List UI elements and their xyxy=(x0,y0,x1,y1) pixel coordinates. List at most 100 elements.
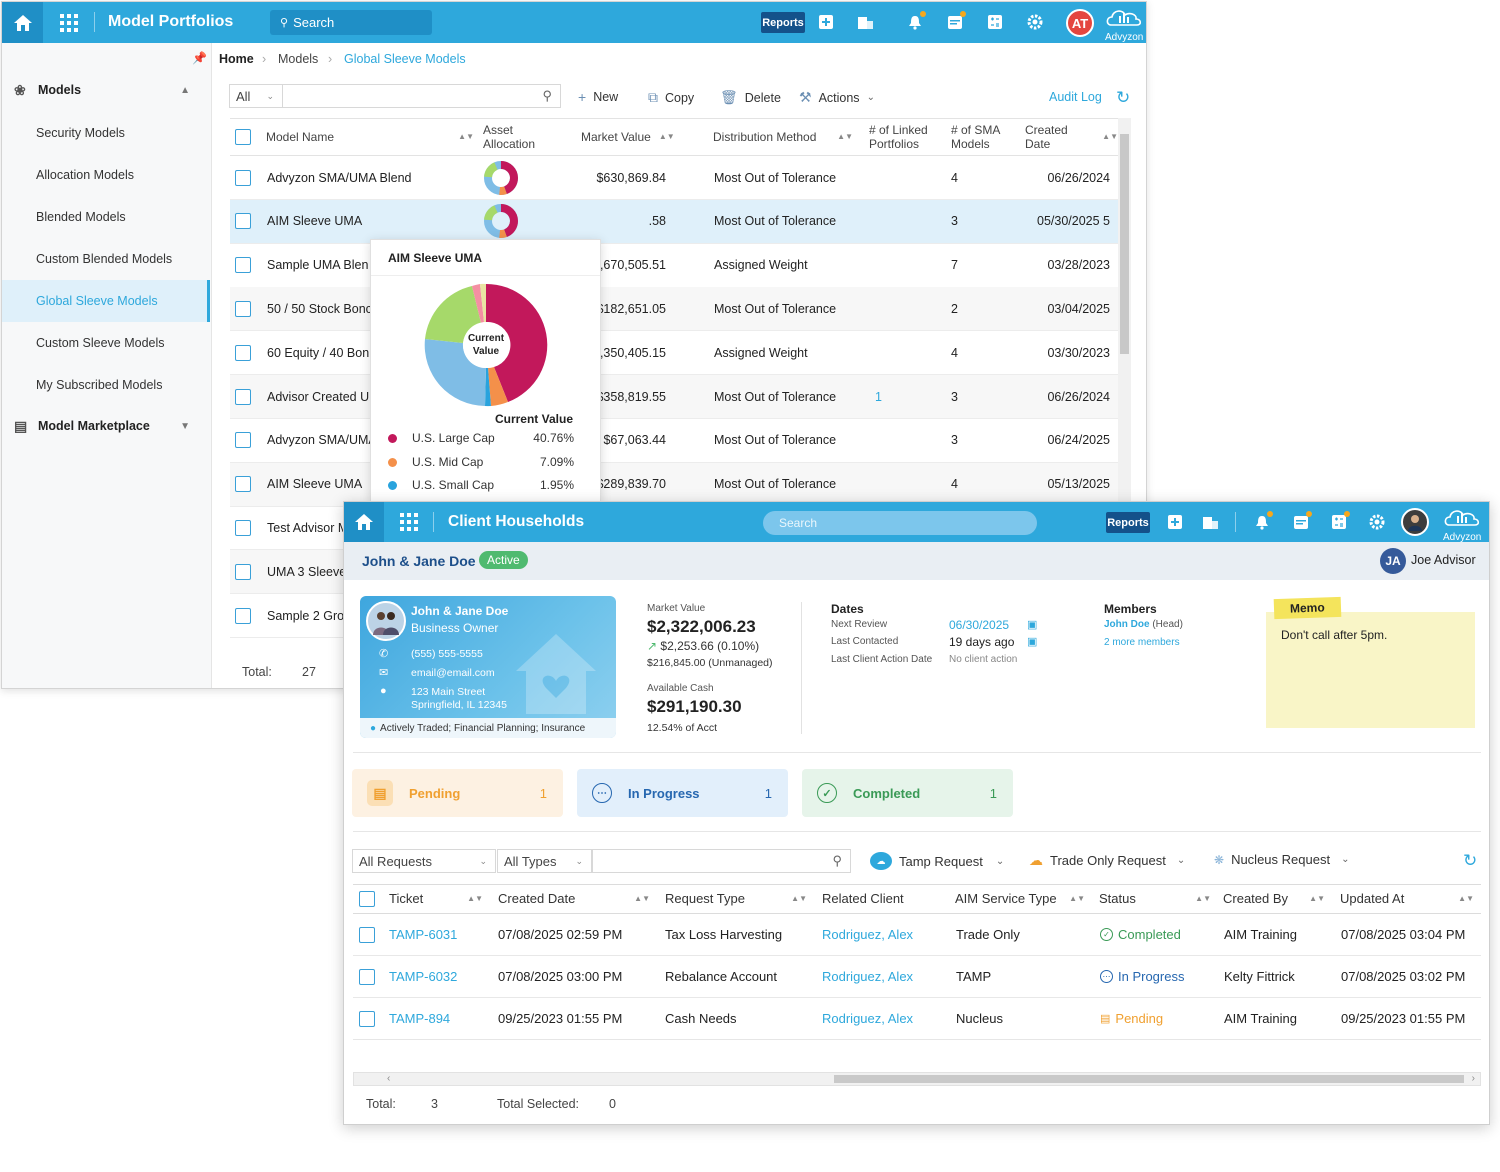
sidebar-item-allocation-models[interactable]: Allocation Models xyxy=(36,168,134,182)
table-row[interactable]: 60 Equity / 40 Bon 3,350,405.15 Assigned W… xyxy=(230,331,1118,376)
table-row[interactable]: AIM Sleeve UMA $289,839.70 Most Out of Tol… xyxy=(230,462,1118,507)
sidebar-item-global-sleeve-models[interactable]: Global Sleeve Models xyxy=(2,280,210,322)
next-review-value[interactable]: 06/30/2025 xyxy=(949,618,1010,632)
sidebar-item-custom-sleeve-models[interactable]: Custom Sleeve Models xyxy=(36,336,165,350)
bell-icon[interactable] xyxy=(906,11,926,31)
row-checkbox[interactable] xyxy=(235,388,251,405)
table-row[interactable]: Sample UMA Blen ,670,505.51 Assigned Weigh… xyxy=(230,244,1118,288)
model-name[interactable]: UMA 3 Sleeve xyxy=(267,564,347,579)
sidebar-item-security-models[interactable]: Security Models xyxy=(36,126,125,140)
refresh-icon[interactable]: ↻ xyxy=(1116,88,1131,107)
model-name[interactable]: AIM Sleeve UMA xyxy=(267,214,363,229)
ticket-link[interactable]: TAMP-894 xyxy=(389,1011,451,1026)
user-avatar[interactable]: AT xyxy=(1066,9,1094,37)
model-search-input[interactable]: ⚲ xyxy=(283,84,561,108)
col-distribution-method[interactable]: Distribution Method ▲▼ xyxy=(713,119,853,155)
contact-icon[interactable]: ▣ xyxy=(1027,636,1038,648)
row-checkbox[interactable] xyxy=(235,607,251,624)
add-icon[interactable] xyxy=(817,13,835,31)
col-created-date[interactable]: Created Date ▲▼ xyxy=(498,885,650,913)
select-all-checkbox[interactable] xyxy=(359,891,375,907)
all-types-dropdown[interactable]: All Types ⌄ xyxy=(497,849,592,873)
model-name[interactable]: Sample 2 Grov xyxy=(267,608,351,623)
row-checkbox[interactable] xyxy=(359,1010,375,1027)
sidebar-marketplace-header[interactable]: ▤ Model Marketplace ▼ xyxy=(2,411,210,441)
col-model-name[interactable]: Model Name ▲▼ xyxy=(266,119,474,155)
related-client-link[interactable]: Rodriguez, Alex xyxy=(822,927,914,942)
more-members-link[interactable]: 2 more members xyxy=(1104,637,1180,648)
home-button[interactable] xyxy=(2,2,43,43)
search-input[interactable]: Search xyxy=(763,511,1037,535)
status-card-completed[interactable]: ✓ Completed 1 xyxy=(802,769,1013,817)
row-checkbox[interactable] xyxy=(235,344,251,361)
allocation-mini-donut[interactable] xyxy=(483,200,519,243)
model-name[interactable]: AIM Sleeve UMA xyxy=(267,477,363,492)
row-checkbox[interactable] xyxy=(235,300,251,317)
search-input[interactable]: ⚲ Search xyxy=(270,10,432,35)
select-all-checkbox[interactable] xyxy=(235,129,251,145)
table-row[interactable]: TAMP-6031 07/08/2025 02:59 PM Tax Loss Har… xyxy=(353,914,1481,956)
table-row[interactable]: TAMP-6032 07/08/2025 03:00 PM Rebalance Ac… xyxy=(353,956,1481,998)
pin-icon[interactable]: 📌 xyxy=(192,51,207,65)
ticket-link[interactable]: TAMP-6032 xyxy=(389,969,458,984)
calendar-add-icon[interactable]: ▣ xyxy=(1027,619,1038,631)
sidebar-item-blended-models[interactable]: Blended Models xyxy=(36,210,126,224)
row-checkbox[interactable] xyxy=(235,432,251,449)
model-name[interactable]: Sample UMA Blen xyxy=(267,258,369,273)
col-created-date[interactable]: Created Date ▲▼ xyxy=(1025,119,1118,155)
related-client-link[interactable]: Rodriguez, Alex xyxy=(822,969,914,984)
card-phone[interactable]: (555) 555-5555 xyxy=(411,648,483,660)
actions-button[interactable]: ⚒ Actions ⌄ xyxy=(799,89,875,106)
table-row[interactable]: Advyzon SMA/UMA $67,063.44 Most Out of Tol… xyxy=(230,419,1118,463)
ticket-link[interactable]: TAMP-6031 xyxy=(389,927,458,942)
row-checkbox[interactable] xyxy=(235,563,251,580)
trade-only-request-button[interactable]: ☁ Trade Only Request ⌄ xyxy=(1029,852,1185,869)
status-card-in-progress[interactable]: ⋯ In Progress 1 xyxy=(577,769,788,817)
breadcrumb-home[interactable]: Home xyxy=(219,52,254,66)
row-checkbox[interactable] xyxy=(359,968,375,985)
member-head-name[interactable]: John Doe xyxy=(1104,619,1150,630)
building-icon[interactable] xyxy=(1201,513,1219,531)
scrollbar-thumb[interactable] xyxy=(834,1075,1464,1083)
allocation-mini-donut[interactable] xyxy=(483,156,519,199)
building-icon[interactable] xyxy=(856,13,874,31)
refresh-icon[interactable]: ↻ xyxy=(1463,851,1478,870)
model-name[interactable]: Advyzon SMA/UMA xyxy=(267,433,377,448)
breadcrumb-models[interactable]: Models xyxy=(278,52,319,66)
col-status[interactable]: Status ▲▼ xyxy=(1099,885,1211,913)
new-button[interactable]: + New xyxy=(578,89,618,105)
table-row[interactable]: Advisor Created UI $358,819.55 Most Out of… xyxy=(230,375,1118,419)
apps-grid-icon[interactable] xyxy=(400,513,418,531)
linked-portfolios[interactable]: 1 xyxy=(875,389,882,404)
col-market-value[interactable]: Market Value ▲▼ xyxy=(581,119,675,155)
filter-dropdown[interactable]: All ⌄ xyxy=(229,84,283,108)
gear-icon[interactable] xyxy=(1368,513,1386,531)
advisor-name[interactable]: Joe Advisor xyxy=(1411,553,1476,567)
sidebar-item-custom-blended-models[interactable]: Custom Blended Models xyxy=(36,252,173,266)
reports-button[interactable]: Reports xyxy=(761,12,805,33)
gear-icon[interactable] xyxy=(1026,13,1044,31)
row-checkbox[interactable] xyxy=(235,169,251,186)
sidebar-models-header[interactable]: ❀ Models ▲ xyxy=(2,75,210,105)
row-checkbox[interactable] xyxy=(235,519,251,536)
copy-button[interactable]: ⧉ Copy xyxy=(648,89,694,106)
scroll-left-icon[interactable]: ‹ xyxy=(387,1073,391,1084)
related-client-link[interactable]: Rodriguez, Alex xyxy=(822,1011,914,1026)
model-name[interactable]: Test Advisor M xyxy=(267,520,349,535)
reports-button[interactable]: Reports xyxy=(1106,512,1150,533)
nucleus-request-button[interactable]: ❋ Nucleus Request ⌄ xyxy=(1214,852,1349,867)
horizontal-scrollbar[interactable]: ‹ › xyxy=(353,1072,1481,1086)
col-created-by[interactable]: Created By ▲▼ xyxy=(1223,885,1325,913)
calendar-icon[interactable] xyxy=(946,11,966,31)
col-request-type[interactable]: Request Type ▲▼ xyxy=(665,885,807,913)
request-search-input[interactable]: ⚲ xyxy=(592,849,851,873)
sidebar-item-my-subscribed-models[interactable]: My Subscribed Models xyxy=(36,378,163,392)
audit-log-link[interactable]: Audit Log xyxy=(1049,90,1102,104)
scrollbar-thumb[interactable] xyxy=(1120,134,1129,354)
memo-note[interactable]: Don't call after 5pm. xyxy=(1266,612,1475,728)
apps-grid-icon[interactable] xyxy=(60,14,78,32)
status-card-pending[interactable]: ▤ Pending 1 xyxy=(352,769,563,817)
all-requests-dropdown[interactable]: All Requests ⌄ xyxy=(352,849,496,873)
col-ticket[interactable]: Ticket ▲▼ xyxy=(389,885,483,913)
scroll-right-icon[interactable]: › xyxy=(1471,1073,1475,1084)
